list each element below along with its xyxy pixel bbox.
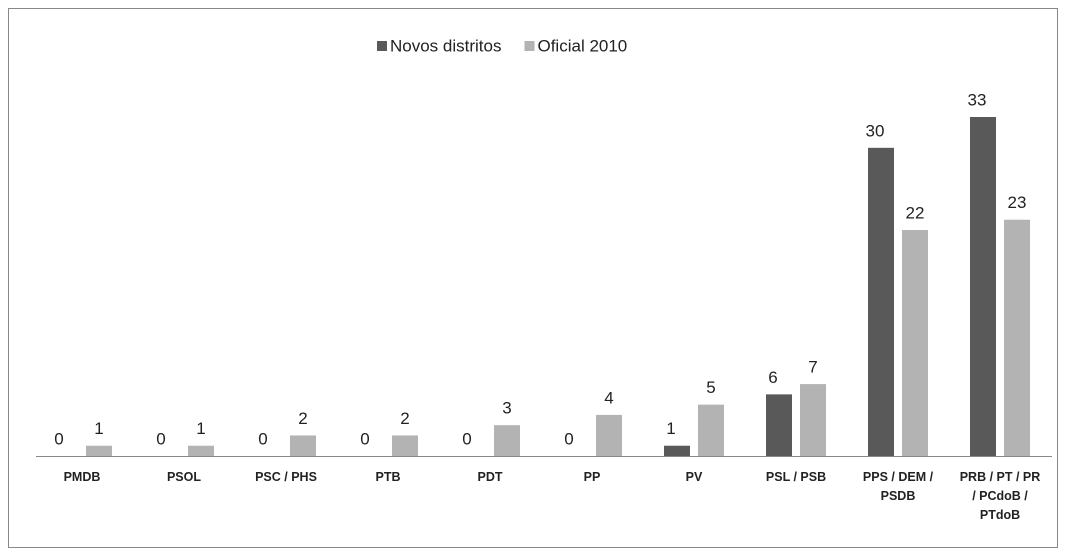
data-label: 2 xyxy=(298,409,307,428)
bar xyxy=(868,147,894,456)
data-label: 6 xyxy=(768,368,777,387)
data-label: 0 xyxy=(360,429,369,448)
bar xyxy=(800,384,826,456)
x-tick-label: PDT xyxy=(477,470,503,484)
bar xyxy=(392,435,418,456)
x-tick-label: PMDB xyxy=(63,470,101,484)
bar xyxy=(970,117,996,456)
bar xyxy=(494,425,520,456)
bar xyxy=(188,445,214,456)
bar xyxy=(766,394,792,456)
bar xyxy=(290,435,316,456)
bar xyxy=(698,404,724,456)
x-tick-label: PSOL xyxy=(166,470,202,484)
x-tick-label: PSC / PHS xyxy=(255,470,317,484)
data-label: 3 xyxy=(502,399,511,418)
bar xyxy=(86,445,112,456)
x-tick-label: PRB / PT / PR / PCdoB / PTdoB xyxy=(959,470,1041,522)
data-label: 7 xyxy=(808,358,817,377)
x-tick-label: PP xyxy=(583,470,601,484)
data-label: 0 xyxy=(156,429,165,448)
data-label: 1 xyxy=(196,419,205,438)
bar xyxy=(596,414,622,456)
data-label: 23 xyxy=(1008,193,1027,212)
legend-label: Novos distritos xyxy=(390,36,501,55)
x-tick-label: PPS / DEM / PSDB xyxy=(862,470,934,503)
x-tick-label: PSL / PSB xyxy=(765,470,827,484)
data-label: 0 xyxy=(462,429,471,448)
data-label: 0 xyxy=(258,429,267,448)
data-label: 5 xyxy=(706,378,715,397)
data-label: 30 xyxy=(866,121,885,140)
legend-swatch xyxy=(524,41,535,51)
bar xyxy=(1004,219,1030,456)
x-tick-label: PTB xyxy=(375,470,401,484)
data-label: 1 xyxy=(94,419,103,438)
chart-frame xyxy=(8,8,1058,548)
data-label: 33 xyxy=(968,90,987,109)
x-tick-label: PV xyxy=(685,470,703,484)
legend-label: Oficial 2010 xyxy=(537,36,627,55)
data-label: 22 xyxy=(906,203,925,222)
data-label: 4 xyxy=(604,388,613,407)
bar xyxy=(664,445,690,456)
data-label: 2 xyxy=(400,409,409,428)
data-label: 0 xyxy=(564,429,573,448)
data-label: 1 xyxy=(666,419,675,438)
data-label: 0 xyxy=(54,429,63,448)
bar xyxy=(902,230,928,456)
legend-swatch xyxy=(377,41,387,51)
